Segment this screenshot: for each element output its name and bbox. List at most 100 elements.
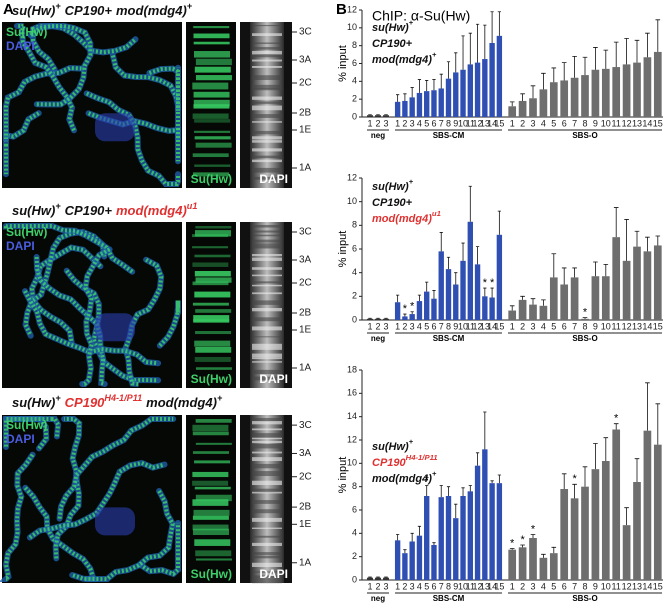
error-bar xyxy=(403,549,407,554)
chromosome-band xyxy=(85,91,180,186)
x-tick-label: 6 xyxy=(431,581,436,591)
x-tick-label: 12 xyxy=(473,581,483,591)
bar xyxy=(622,64,631,117)
bar xyxy=(633,482,641,580)
x-tick-label: 9 xyxy=(593,581,598,591)
genotype-part: CP190+ xyxy=(372,197,413,209)
bar xyxy=(394,540,401,580)
bar xyxy=(591,276,600,320)
chromosome-band xyxy=(148,66,180,111)
dapi-band xyxy=(252,433,282,438)
error-bar xyxy=(432,79,436,91)
bar xyxy=(467,491,473,580)
y-tick-label: 2 xyxy=(352,291,357,301)
error-bar xyxy=(530,534,536,538)
x-tick-label: 1 xyxy=(510,321,515,331)
error-bar xyxy=(425,281,429,292)
bar xyxy=(581,318,589,320)
x-tick-label: 7 xyxy=(572,118,577,128)
chromosome-band xyxy=(29,23,93,107)
bar xyxy=(431,298,437,320)
dapi-band xyxy=(252,421,282,425)
dapi-band xyxy=(252,239,282,243)
chromosome-band xyxy=(23,290,159,366)
x-tick-label: 5 xyxy=(551,321,556,331)
error-bar xyxy=(572,55,577,78)
genotype-part: CP190 xyxy=(372,457,407,469)
strip-band xyxy=(192,471,229,478)
bar xyxy=(375,318,381,320)
x-tick-label: 6 xyxy=(562,321,567,331)
error-bar xyxy=(593,261,598,277)
x-tick-label: 13 xyxy=(480,321,490,331)
error-bar xyxy=(541,553,546,558)
channel-label: Su(Hw) xyxy=(6,25,47,39)
dapi-chromosome xyxy=(250,222,284,388)
error-bar xyxy=(551,546,557,554)
strip-band xyxy=(195,142,232,148)
bar xyxy=(591,69,600,117)
x-tick-label: 14 xyxy=(487,581,497,591)
dapi-band xyxy=(252,571,282,573)
error-bar xyxy=(454,272,458,285)
genotype-part: su(Hw) xyxy=(12,203,55,218)
y-tick-label: 8 xyxy=(352,481,357,491)
bar xyxy=(375,577,381,580)
x-tick-label: 7 xyxy=(439,581,444,591)
error-bar xyxy=(368,576,372,578)
dapi-band xyxy=(252,307,282,312)
significance-mark: * xyxy=(520,534,525,546)
x-tick-label: 6 xyxy=(562,581,567,591)
dapi-band xyxy=(252,243,282,248)
x-tick-label: 3 xyxy=(410,321,415,331)
bar xyxy=(570,498,579,580)
genotype-label: su(Hw)+ CP190+ mod(mdg4)u1 xyxy=(12,201,197,218)
error-bar xyxy=(417,79,422,93)
error-bar xyxy=(530,298,536,305)
error-bar xyxy=(446,486,451,496)
significance-mark: * xyxy=(614,413,619,425)
x-tick-label: 13 xyxy=(632,118,642,128)
x-tick-label: 7 xyxy=(439,118,444,128)
strip-band xyxy=(192,524,229,531)
dapi-band xyxy=(252,130,282,135)
bar xyxy=(445,269,452,320)
strip-band xyxy=(195,550,232,557)
x-tick-label: 14 xyxy=(642,118,652,128)
bar xyxy=(633,246,641,320)
x-tick-label: 8 xyxy=(446,581,451,591)
dapi-band xyxy=(252,54,282,58)
bar xyxy=(460,496,466,580)
x-tick-label: 14 xyxy=(487,118,497,128)
genotype-part: CP190 xyxy=(65,395,106,410)
error-bar xyxy=(624,38,629,65)
bar xyxy=(529,538,537,580)
error-bar xyxy=(461,242,465,261)
x-tick-label: 10 xyxy=(458,581,468,591)
band-label: 2B xyxy=(299,308,312,319)
bar xyxy=(453,284,459,320)
strip-band xyxy=(192,480,229,486)
x-tick-label: 8 xyxy=(446,118,451,128)
bar xyxy=(416,535,423,580)
strip-band xyxy=(194,254,231,258)
x-tick-label: 13 xyxy=(632,321,642,331)
y-tick-label: 0 xyxy=(352,111,357,121)
dapi-chromosome xyxy=(250,22,284,188)
dapi-band xyxy=(252,167,282,173)
x-tick-label: 10 xyxy=(601,118,611,128)
centromere xyxy=(95,313,135,342)
x-tick-label: 2 xyxy=(520,321,525,331)
genotype-label: su(Hw)+ CP190+ mod(mdg4)+ xyxy=(12,1,193,18)
dapi-band xyxy=(252,542,282,547)
x-tick-label: 9 xyxy=(453,581,458,591)
dapi-band xyxy=(252,96,282,100)
y-tick-label: 0 xyxy=(352,314,357,324)
bar xyxy=(601,68,610,117)
error-bar xyxy=(509,305,515,311)
error-bar xyxy=(396,534,400,541)
band-label: 1A xyxy=(299,557,312,568)
y-axis-label: % input xyxy=(337,231,349,268)
genotype-part: mod(mdg4) xyxy=(116,3,187,18)
